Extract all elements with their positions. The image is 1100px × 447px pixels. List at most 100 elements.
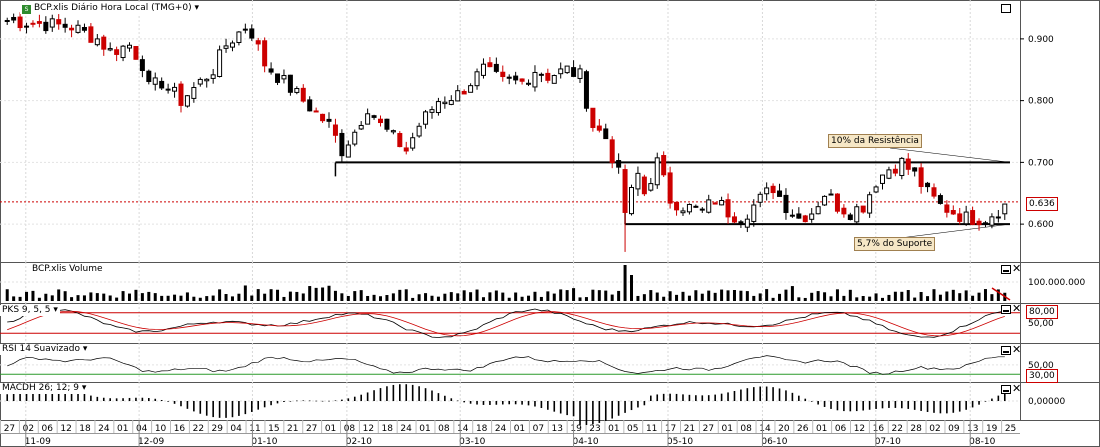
last-price-badge: 0.636 xyxy=(1026,197,1058,211)
pks-panel-minimize-icon[interactable] xyxy=(1001,305,1011,314)
price-candle-body xyxy=(320,113,326,122)
x-month-label: 03-10 xyxy=(459,437,485,447)
macd-histogram-bar xyxy=(308,400,311,402)
price-candle-body xyxy=(880,174,885,184)
volume-bar xyxy=(430,295,434,301)
chart-logo-icon: S xyxy=(22,5,31,14)
volume-bar xyxy=(745,291,749,301)
resistance-annotation[interactable]: 10% da Resistência xyxy=(828,134,922,148)
price-candle-body xyxy=(30,22,36,25)
volume-bar xyxy=(481,297,485,301)
macd-histogram-bar xyxy=(630,401,633,411)
price-candle-body xyxy=(635,172,641,190)
pks-title-text: PKS 9, 5, 5 xyxy=(2,305,51,315)
macd-histogram-bar xyxy=(701,395,704,401)
x-day-label: 28 xyxy=(910,424,922,434)
price-candle-body xyxy=(828,193,834,196)
price-candle-body xyxy=(641,176,647,195)
dropdown-arrow-icon[interactable]: ▾ xyxy=(79,383,87,393)
macd-histogram-bar xyxy=(579,401,581,425)
macd-histogram-bar xyxy=(135,397,137,401)
macd-histogram-bar xyxy=(617,401,620,416)
price-candle-body xyxy=(152,77,158,85)
x-day-label: 02 xyxy=(929,424,940,434)
rsi-panel-close-icon[interactable]: ✕ xyxy=(1012,343,1022,356)
rsi-panel-title[interactable]: RSI 14 Suavizado ▾ xyxy=(0,344,90,355)
volume-bar xyxy=(372,294,376,301)
price-candle-body xyxy=(847,214,853,220)
rsi-panel-minimize-icon[interactable] xyxy=(1001,346,1011,355)
macd-histogram-bar xyxy=(96,396,99,401)
pks-panel-close-icon[interactable]: ✕ xyxy=(1012,302,1022,315)
x-day-label: 07 xyxy=(533,424,544,434)
volume-panel-minimize-icon[interactable] xyxy=(1001,265,1011,274)
volume-bar xyxy=(951,289,955,301)
macd-histogram-bar xyxy=(540,401,543,409)
volume-bar xyxy=(938,294,942,301)
price-candle-body xyxy=(275,73,281,83)
y-tick-label: 0.800 xyxy=(1028,97,1054,107)
macd-panel-close-icon[interactable]: ✕ xyxy=(1012,382,1022,395)
x-day-label: 24 xyxy=(400,424,412,434)
macd-title-text: MACDH 26; 12; 9 xyxy=(2,383,80,393)
x-day-label: 13 xyxy=(967,424,978,434)
price-candle-body xyxy=(963,211,969,225)
volume-bar xyxy=(359,290,363,301)
price-candle-body xyxy=(783,194,789,214)
volume-panel-close-icon[interactable]: ✕ xyxy=(1012,262,1022,275)
macd-panel-title[interactable]: MACDH 26; 12; 9 ▾ xyxy=(0,383,89,394)
price-candle-body xyxy=(133,46,139,60)
price-candle-body xyxy=(950,210,956,215)
macd-histogram-bar xyxy=(463,401,465,403)
macd-histogram-bar xyxy=(501,401,504,405)
dropdown-arrow-icon[interactable]: ▾ xyxy=(191,3,200,13)
macd-histogram-bar xyxy=(894,401,897,408)
support-annotation[interactable]: 5,7% do Suporte xyxy=(854,237,936,251)
macd-histogram-bar xyxy=(1003,393,1006,401)
volume-bar xyxy=(404,289,408,301)
macd-histogram-bar xyxy=(746,388,749,401)
x-day-label: 13 xyxy=(551,424,562,434)
x-day-label: 15 xyxy=(268,424,279,434)
x-day-label: 18 xyxy=(381,424,393,434)
macd-histogram-bar xyxy=(817,401,819,405)
dropdown-arrow-icon[interactable]: ▾ xyxy=(80,344,88,354)
dropdown-arrow-icon[interactable]: ▾ xyxy=(50,305,58,315)
volume-bar xyxy=(102,293,106,301)
x-day-label: 29 xyxy=(211,424,223,434)
macd-histogram-bar xyxy=(250,401,253,412)
volume-bar xyxy=(591,289,595,301)
price-candle-body xyxy=(229,42,235,48)
price-candle-body xyxy=(815,206,821,215)
price-candle-body xyxy=(255,40,261,45)
macd-histogram-bar xyxy=(418,386,420,401)
pks-panel-title[interactable]: PKS 9, 5, 5 ▾ xyxy=(0,305,60,316)
macd-panel-minimize-icon[interactable] xyxy=(1001,385,1011,394)
macd-histogram-bar xyxy=(199,401,202,414)
macd-histogram-bar xyxy=(238,401,240,416)
macd-histogram-bar xyxy=(347,398,350,401)
macd-histogram-bar xyxy=(572,401,575,417)
price-panel-maximize-icon[interactable] xyxy=(1001,4,1011,13)
volume-bar xyxy=(256,289,260,301)
macd-histogram-bar xyxy=(257,401,260,410)
volume-bar xyxy=(887,294,891,301)
x-day-label: 19 xyxy=(986,424,998,434)
price-candle-body xyxy=(480,63,486,76)
price-candle-body xyxy=(127,44,132,49)
price-candle-body xyxy=(455,90,461,102)
price-candle-body xyxy=(159,80,165,89)
macd-histogram-bar xyxy=(759,386,762,401)
price-candle-body xyxy=(686,203,692,213)
x-day-label: 01 xyxy=(608,424,619,434)
x-day-label: 06 xyxy=(835,424,847,434)
resistance-annotation-leader xyxy=(889,147,1011,163)
volume-bar xyxy=(681,291,685,301)
price-candle-body xyxy=(62,23,68,28)
macd-histogram-bar xyxy=(997,395,1000,401)
price-candle-body xyxy=(899,157,905,177)
macd-histogram-bar xyxy=(270,401,272,406)
price-candle-body xyxy=(217,49,223,77)
x-day-label: 27 xyxy=(306,424,317,434)
price-candle-body xyxy=(513,75,519,81)
